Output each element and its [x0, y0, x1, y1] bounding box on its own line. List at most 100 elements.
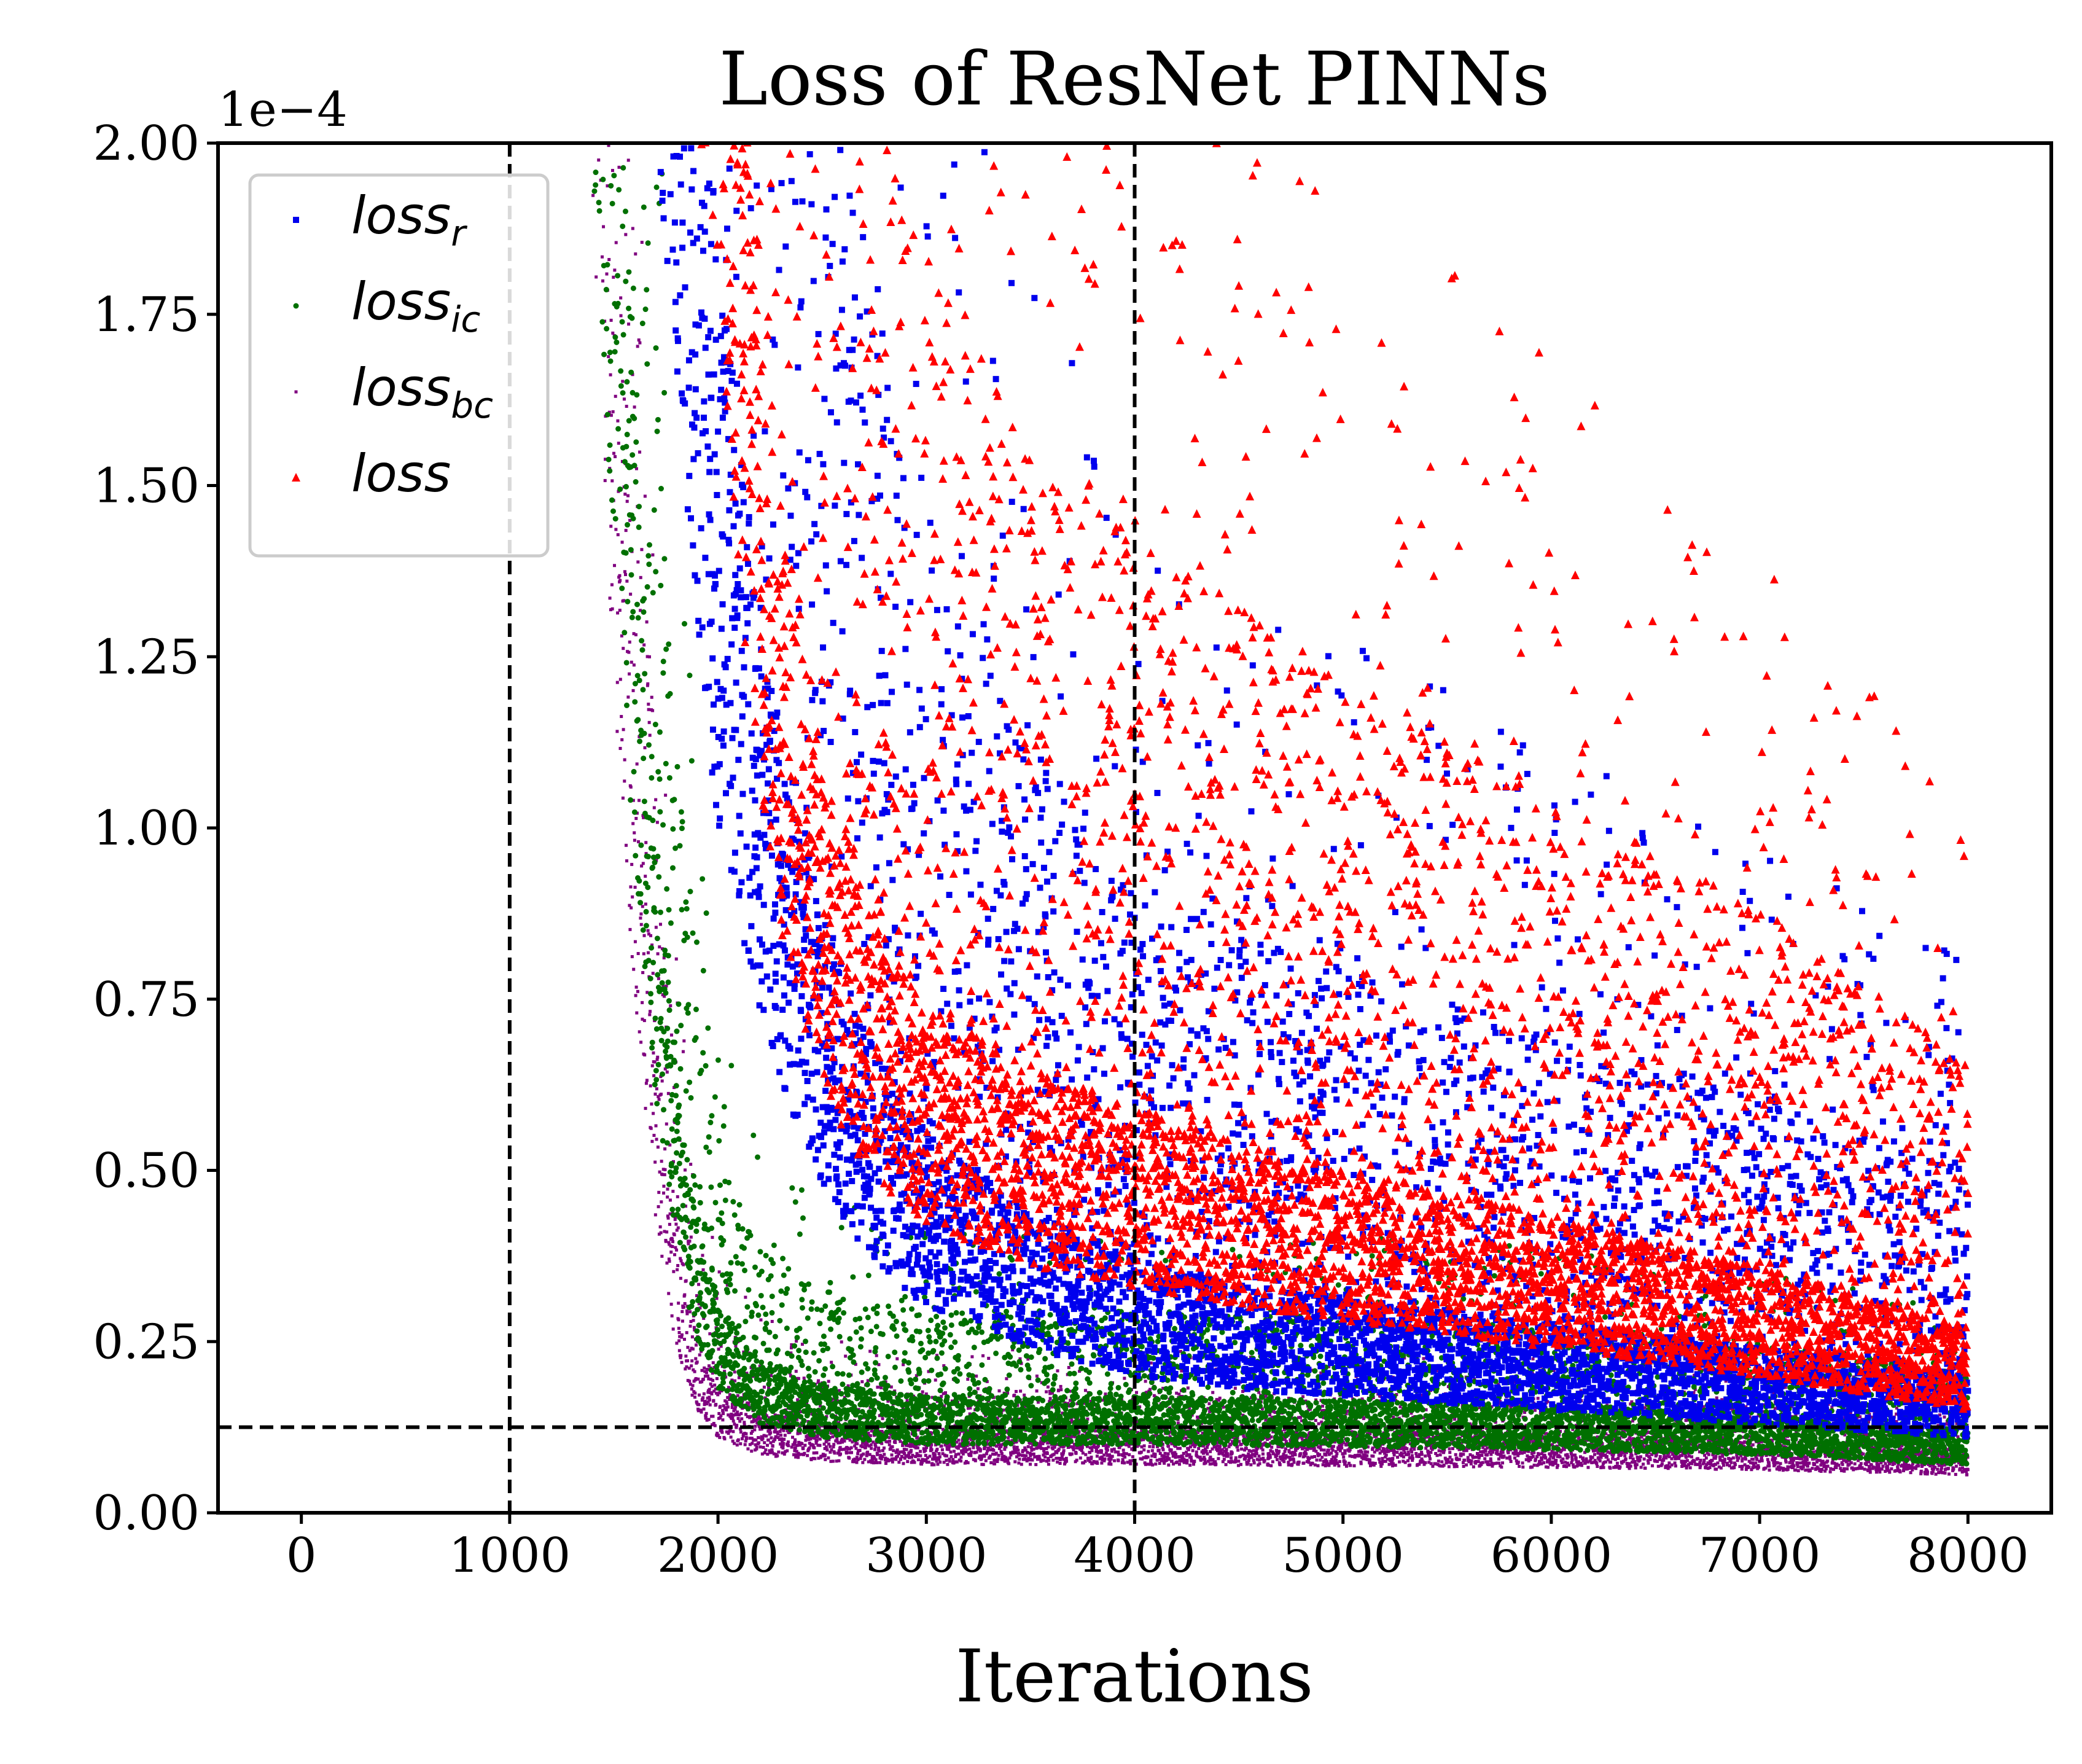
data-point-loss_bc: [1611, 1457, 1615, 1461]
data-point-loss_bc: [854, 1446, 858, 1450]
data-point-loss_bc: [639, 609, 642, 612]
data-point-loss_bc: [655, 1087, 658, 1091]
data-point-loss_bc: [624, 529, 628, 533]
data-point-loss_bc: [1516, 1461, 1520, 1464]
data-point-loss_bc: [867, 1460, 870, 1464]
data-point-loss_bc: [871, 1440, 875, 1444]
data-point-loss_bc: [1438, 1453, 1442, 1457]
data-point-loss_bc: [825, 1448, 829, 1452]
data-point-loss_bc: [746, 1447, 750, 1451]
data-point-loss_bc: [1371, 1454, 1375, 1458]
data-point-loss_bc: [1166, 1445, 1170, 1448]
data-point-loss_bc: [1319, 1445, 1322, 1448]
data-point-loss_bc: [1149, 1459, 1153, 1462]
data-point-loss_bc: [970, 1450, 973, 1454]
data-point-loss_bc: [782, 1442, 786, 1445]
data-point-loss_bc: [846, 1447, 850, 1451]
data-point-loss_bc: [1533, 1408, 1537, 1412]
data-point-loss_bc: [649, 1126, 653, 1130]
data-point-loss_bc: [663, 1067, 667, 1071]
data-point-loss_bc: [905, 1399, 909, 1403]
data-point-loss_bc: [766, 1453, 770, 1456]
data-point-loss_bc: [1569, 1452, 1573, 1456]
data-point-loss_bc: [919, 1454, 922, 1458]
data-point-loss_bc: [1139, 1450, 1143, 1454]
data-point-loss_bc: [733, 1442, 736, 1445]
data-point-loss_bc: [946, 1462, 949, 1466]
data-point-loss_bc: [637, 338, 641, 342]
data-point-loss_bc: [889, 1432, 893, 1436]
data-point-loss_bc: [695, 1294, 698, 1298]
data-point-loss_bc: [708, 1332, 712, 1336]
data-point-loss_bc: [692, 1368, 695, 1372]
data-point-loss_bc: [1236, 1448, 1240, 1452]
data-point-loss_bc: [714, 1391, 718, 1395]
data-point-loss_bc: [906, 1460, 910, 1464]
data-point-loss_bc: [666, 1187, 669, 1191]
data-point-loss_bc: [675, 1228, 679, 1232]
data-point-loss_bc: [665, 1122, 668, 1126]
data-point-loss_bc: [975, 1450, 978, 1454]
data-point-loss_bc: [708, 1403, 712, 1407]
data-point-loss_bc: [1581, 1456, 1585, 1460]
data-point-loss_bc: [724, 1375, 728, 1379]
data-point-loss_bc: [868, 1453, 871, 1456]
data-point-loss_bc: [876, 1385, 879, 1389]
data-point-loss_bc: [723, 1437, 727, 1441]
data-point-loss_bc: [863, 1458, 867, 1461]
data-point-loss_bc: [867, 1432, 870, 1435]
data-point-loss_bc: [671, 1190, 675, 1193]
data-point-loss_bc: [623, 493, 627, 496]
data-point-loss_bc: [1226, 1454, 1230, 1458]
data-point-loss_bc: [1381, 1457, 1384, 1461]
data-point-loss_bc: [891, 1445, 894, 1449]
data-point-loss_bc: [801, 1446, 805, 1450]
data-point-loss_bc: [1394, 1464, 1397, 1467]
data-point-loss_bc: [669, 1302, 673, 1306]
data-point-loss_bc: [1422, 1357, 1425, 1360]
data-point-loss_bc: [641, 1017, 644, 1021]
data-point-loss_bc: [746, 1415, 749, 1418]
data-point-loss_bc: [731, 1416, 735, 1420]
data-point-loss_bc: [852, 1460, 856, 1464]
data-point-loss_bc: [798, 1431, 802, 1435]
data-point-loss_bc: [1144, 1380, 1147, 1383]
data-point-loss_bc: [636, 989, 639, 993]
data-point-loss_bc: [686, 1359, 690, 1363]
data-point-loss_bc: [817, 1456, 821, 1460]
data-point-loss_bc: [856, 1452, 860, 1456]
data-point-loss_bc: [975, 1374, 978, 1378]
data-point-loss_bc: [1230, 1451, 1234, 1454]
data-point-loss_bc: [1185, 1459, 1189, 1462]
data-point-loss_bc: [787, 1444, 790, 1448]
data-point-loss_bc: [714, 1403, 718, 1407]
data-point-loss_bc: [659, 1231, 663, 1235]
data-point-loss_bc: [1480, 1454, 1484, 1458]
data-point-loss_bc: [604, 458, 607, 461]
data-point-loss_bc: [822, 1442, 826, 1446]
data-point-loss_bc: [706, 1391, 710, 1394]
data-point-loss_bc: [694, 1343, 698, 1347]
data-point-loss_bc: [844, 1354, 848, 1358]
data-point-loss_bc: [750, 1437, 754, 1440]
data-point-loss_bc: [1531, 1357, 1535, 1360]
data-point-loss_bc: [1222, 1458, 1226, 1461]
data-point-loss_bc: [677, 1331, 681, 1335]
data-point-loss_bc: [685, 1365, 688, 1368]
data-point-loss_bc: [634, 817, 638, 821]
data-point-loss_bc: [1161, 1448, 1165, 1451]
data-point-loss_bc: [1047, 1459, 1051, 1462]
data-point-loss_bc: [1148, 1387, 1152, 1391]
data-point-loss_bc: [827, 1380, 830, 1383]
data-point-loss_bc: [643, 746, 647, 749]
data-point-loss_bc: [1142, 1448, 1146, 1452]
data-point-loss_bc: [711, 1378, 715, 1382]
data-point-loss_bc: [639, 1040, 643, 1044]
data-point-loss_bc: [1643, 1466, 1647, 1470]
data-point-loss_bc: [667, 1241, 671, 1244]
data-point-loss_bc: [1005, 1377, 1008, 1381]
data-point-loss_bc: [1618, 1465, 1622, 1469]
data-point-loss_bc: [665, 1230, 669, 1234]
data-point-loss_bc: [711, 1361, 715, 1365]
data-point-loss_bc: [1391, 1457, 1395, 1461]
